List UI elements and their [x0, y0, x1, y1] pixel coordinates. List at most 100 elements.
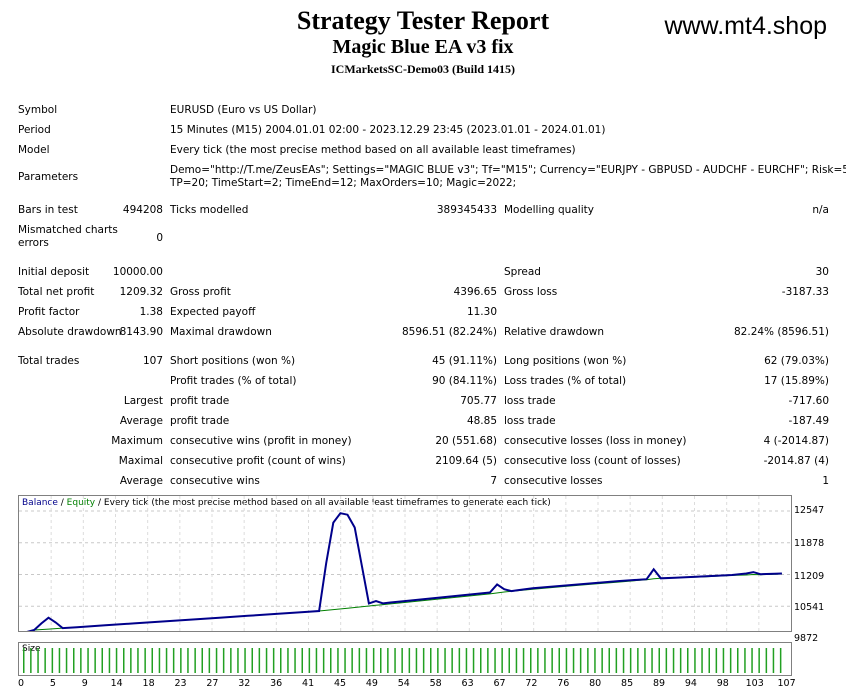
- y-tick-label: 11878: [794, 538, 825, 549]
- mismatch-label-2: errors: [18, 237, 49, 249]
- size-bar: [73, 648, 75, 673]
- size-bar: [715, 648, 718, 673]
- average-profit-value: 48.85: [466, 415, 497, 427]
- grossprofit-label: Gross profit: [170, 286, 231, 298]
- legend-equity: Equity: [66, 498, 96, 508]
- size-bar: [30, 648, 32, 673]
- x-tick-label: 41: [302, 678, 315, 689]
- size-bar: [472, 648, 475, 673]
- size-bar: [230, 648, 232, 673]
- model-label: Model: [18, 144, 50, 156]
- report-subtitle: Magic Blue EA v3 fix: [332, 36, 514, 58]
- x-tick-label: 58: [429, 678, 442, 689]
- size-bar: [551, 648, 553, 673]
- size-bar: [108, 648, 111, 673]
- size-bar: [637, 648, 639, 673]
- size-bar: [465, 648, 468, 673]
- size-bar: [651, 648, 653, 673]
- size-bar: [422, 648, 425, 673]
- legend-balance: Balance: [22, 498, 58, 508]
- profitfactor-label: Profit factor: [18, 306, 80, 318]
- profitfactor-value: 1.38: [139, 306, 163, 318]
- size-bar: [579, 648, 582, 673]
- size-bar: [737, 648, 739, 673]
- x-tick-label: 27: [206, 678, 219, 689]
- mismatch-value: 0: [156, 232, 163, 244]
- size-bar: [644, 648, 646, 673]
- x-tick-label: 45: [333, 678, 347, 689]
- maximal-loss-value: -2014.87 (4): [763, 455, 829, 467]
- profittrades-label: Profit trades (% of total): [170, 375, 297, 387]
- long-label: Long positions (won %): [504, 355, 627, 367]
- grossloss-value: -3187.33: [781, 286, 829, 298]
- size-bar: [94, 648, 96, 673]
- size-bar: [701, 648, 703, 673]
- size-bar: [358, 648, 361, 673]
- x-tick-label: 63: [461, 678, 474, 689]
- size-bar: [365, 648, 368, 673]
- deposit-label: Initial deposit: [18, 266, 90, 278]
- average-profit-label: profit trade: [170, 415, 230, 427]
- parameters-line-1: Demo="http://T.me/ZeusEAs"; Settings="MA…: [170, 164, 846, 176]
- largest-profit-value: 705.77: [460, 395, 497, 407]
- x-tick-label: 89: [652, 678, 666, 689]
- size-bar: [280, 648, 282, 673]
- size-bar: [172, 648, 175, 673]
- size-bar: [665, 648, 668, 673]
- x-tick-label: 54: [397, 678, 410, 689]
- x-tick-label: 9: [81, 678, 88, 689]
- size-bar: [758, 648, 760, 673]
- losstrades-value: 17 (15.89%): [764, 375, 829, 387]
- maximal-label: Maximal: [118, 455, 163, 467]
- size-bar: [51, 648, 54, 673]
- grossloss-label: Gross loss: [504, 286, 558, 298]
- report-title: Strategy Tester Report: [296, 6, 550, 35]
- size-bar: [337, 648, 339, 673]
- size-bar: [344, 648, 346, 673]
- size-bar: [558, 648, 560, 673]
- x-tick-label: 14: [110, 678, 123, 689]
- size-bar: [615, 648, 618, 673]
- size-bar: [594, 648, 596, 673]
- size-bar: [508, 648, 510, 673]
- size-bar: [515, 648, 518, 673]
- size-chart: Size: [18, 642, 792, 676]
- size-bar: [779, 648, 782, 673]
- mismatch-label: Mismatched charts: [18, 224, 118, 236]
- max-losses-label: consecutive losses (loss in money): [504, 435, 687, 447]
- period-value: 15 Minutes (M15) 2004.01.01 02:00 - 2023…: [170, 124, 606, 136]
- payoff-label: Expected payoff: [170, 306, 256, 318]
- average2-label: Average: [119, 475, 163, 487]
- size-bar: [522, 648, 525, 673]
- avg-losses-label: consecutive losses: [504, 475, 603, 487]
- size-bar: [530, 648, 532, 673]
- size-bar: [272, 648, 275, 673]
- size-bar: [87, 648, 89, 673]
- payoff-value: 11.30: [466, 306, 497, 318]
- size-bar: [158, 648, 161, 673]
- size-bar: [387, 648, 389, 673]
- size-bar: [322, 648, 325, 673]
- maxdd-value: 8596.51 (82.24%): [402, 326, 497, 338]
- legend-description: / Every tick (the most precise method ba…: [95, 498, 551, 508]
- trades-label: Total trades: [18, 355, 80, 367]
- spread-label: Spread: [504, 266, 541, 278]
- size-bar: [622, 648, 625, 673]
- size-bar: [451, 648, 453, 673]
- size-bar: [351, 648, 353, 673]
- short-value: 45 (91.11%): [432, 355, 497, 367]
- size-bar: [37, 648, 39, 673]
- size-bar: [587, 648, 589, 673]
- reldd-label: Relative drawdown: [504, 326, 605, 338]
- symbol-value: EURUSD (Euro vs US Dollar): [170, 104, 317, 116]
- y-tick-label: 10541: [794, 602, 825, 613]
- size-bar: [101, 648, 103, 673]
- symbol-label: Symbol: [18, 104, 58, 116]
- size-bar: [401, 648, 403, 673]
- reldd-value: 82.24% (8596.51): [734, 326, 829, 338]
- max-wins-value: 20 (551.68): [435, 435, 497, 447]
- size-bar: [708, 648, 710, 673]
- equity-series-line: [26, 512, 782, 631]
- size-bar: [180, 648, 182, 673]
- size-bar: [372, 648, 375, 673]
